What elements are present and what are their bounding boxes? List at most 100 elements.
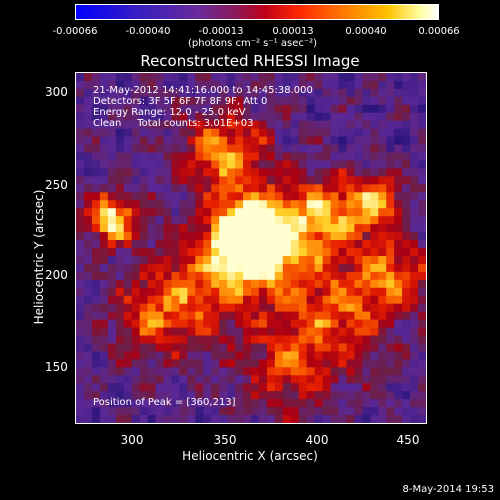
heatmap-cell [346,200,355,209]
heatmap-cell [314,96,324,106]
heatmap-cell [187,391,196,400]
heatmap-cell [76,73,85,82]
heatmap-cell [274,136,284,146]
heatmap-cell [314,367,324,376]
heatmap-cell [163,343,173,352]
heatmap-cell [211,168,220,177]
heatmap-cell [258,335,268,345]
heatmap-cell [251,232,260,241]
heatmap-cell [179,136,188,146]
heatmap-cell [290,112,300,122]
heatmap-cell [354,271,363,281]
heatmap-cell [179,271,188,281]
heatmap-cell [410,367,419,376]
heatmap-cell [282,319,292,329]
y-axis-label: Heliocentric Y (arcsec) [32,189,46,325]
heatmap-cell [346,359,355,368]
heatmap-cell [243,112,252,122]
heatmap-cell [402,263,411,273]
heatmap-cell [99,263,109,273]
heatmap-cell [179,88,188,98]
heatmap-cell [91,391,101,400]
heatmap-cell [219,152,228,162]
heatmap-cell [235,375,244,384]
heatmap-cell [115,160,125,170]
heatmap-cell [131,96,141,106]
heatmap-cell [179,415,188,423]
heatmap-cell [91,359,101,368]
heatmap-cell [251,359,260,368]
heatmap-cell [76,184,85,193]
heatmap-cell [306,271,316,281]
heatmap-cell [179,255,188,265]
heatmap-cell [139,271,149,281]
heatmap-cell [410,255,419,265]
heatmap-cell [251,128,260,138]
heatmap-cell [179,240,188,249]
heatmap-cell [187,192,196,201]
heatmap-cell [243,192,252,201]
heatmap-cell [131,192,141,201]
heatmap-cell [107,343,117,352]
heatmap-cell [306,383,316,392]
heatmap-cell [131,255,141,265]
heatmap-cell [386,73,395,82]
heatmap-cell [139,73,149,82]
heatmap-cell [155,415,165,423]
heatmap-cell [83,200,93,209]
heatmap-cell [306,311,316,321]
heatmap-cell [155,279,165,289]
heatmap-cell [123,160,133,170]
heatmap-cell [187,263,196,273]
heatmap-cell [338,128,348,138]
heatmap-cell [274,200,284,209]
heatmap-cell [338,152,348,162]
heatmap-cell [338,208,348,217]
heatmap-cell [402,112,411,122]
heatmap-cell [115,128,125,138]
heatmap-cell [258,375,268,384]
heatmap-cell [266,391,276,400]
heatmap-cell [83,351,93,360]
heatmap-cell [290,152,300,162]
heatmap-cell [354,184,363,193]
heatmap-cell [378,104,387,114]
heatmap-cell [76,375,85,384]
heatmap-cell [402,255,411,265]
heatmap-cell [227,263,236,273]
heatmap-cell [410,311,419,321]
heatmap-cell [91,375,101,384]
heatmap-cell [330,351,340,360]
heatmap-cell [203,407,212,416]
heatmap-cell [251,391,260,400]
heatmap-cell [266,255,276,265]
heatmap-cell [258,263,268,273]
heatmap-cell [378,168,387,177]
heatmap-cell [171,383,180,392]
heatmap-cell [394,104,403,114]
heatmap-cell [195,216,204,225]
heatmap-cell [306,263,316,273]
heatmap-cell [306,295,316,305]
heatmap-cell [282,184,292,193]
heatmap-cell [99,88,109,98]
heatmap-cell [338,407,348,416]
heatmap-cell [155,216,165,225]
heatmap-cell [187,200,196,209]
heatmap-cell [410,104,419,114]
heatmap-cell [362,367,371,376]
heatmap-cell [274,263,284,273]
heatmap-cell [402,73,411,82]
heatmap-cell [298,399,308,408]
heatmap-cell [211,208,220,217]
heatmap-cell [282,335,292,345]
heatmap-cell [418,255,426,265]
heatmap-cell [115,168,125,177]
heatmap-cell [362,391,371,400]
heatmap-cell [147,160,157,170]
heatmap-cell [115,255,125,265]
heatmap-cell [354,279,363,289]
heatmap-cell [251,168,260,177]
heatmap-cell [163,200,173,209]
heatmap-cell [298,343,308,352]
